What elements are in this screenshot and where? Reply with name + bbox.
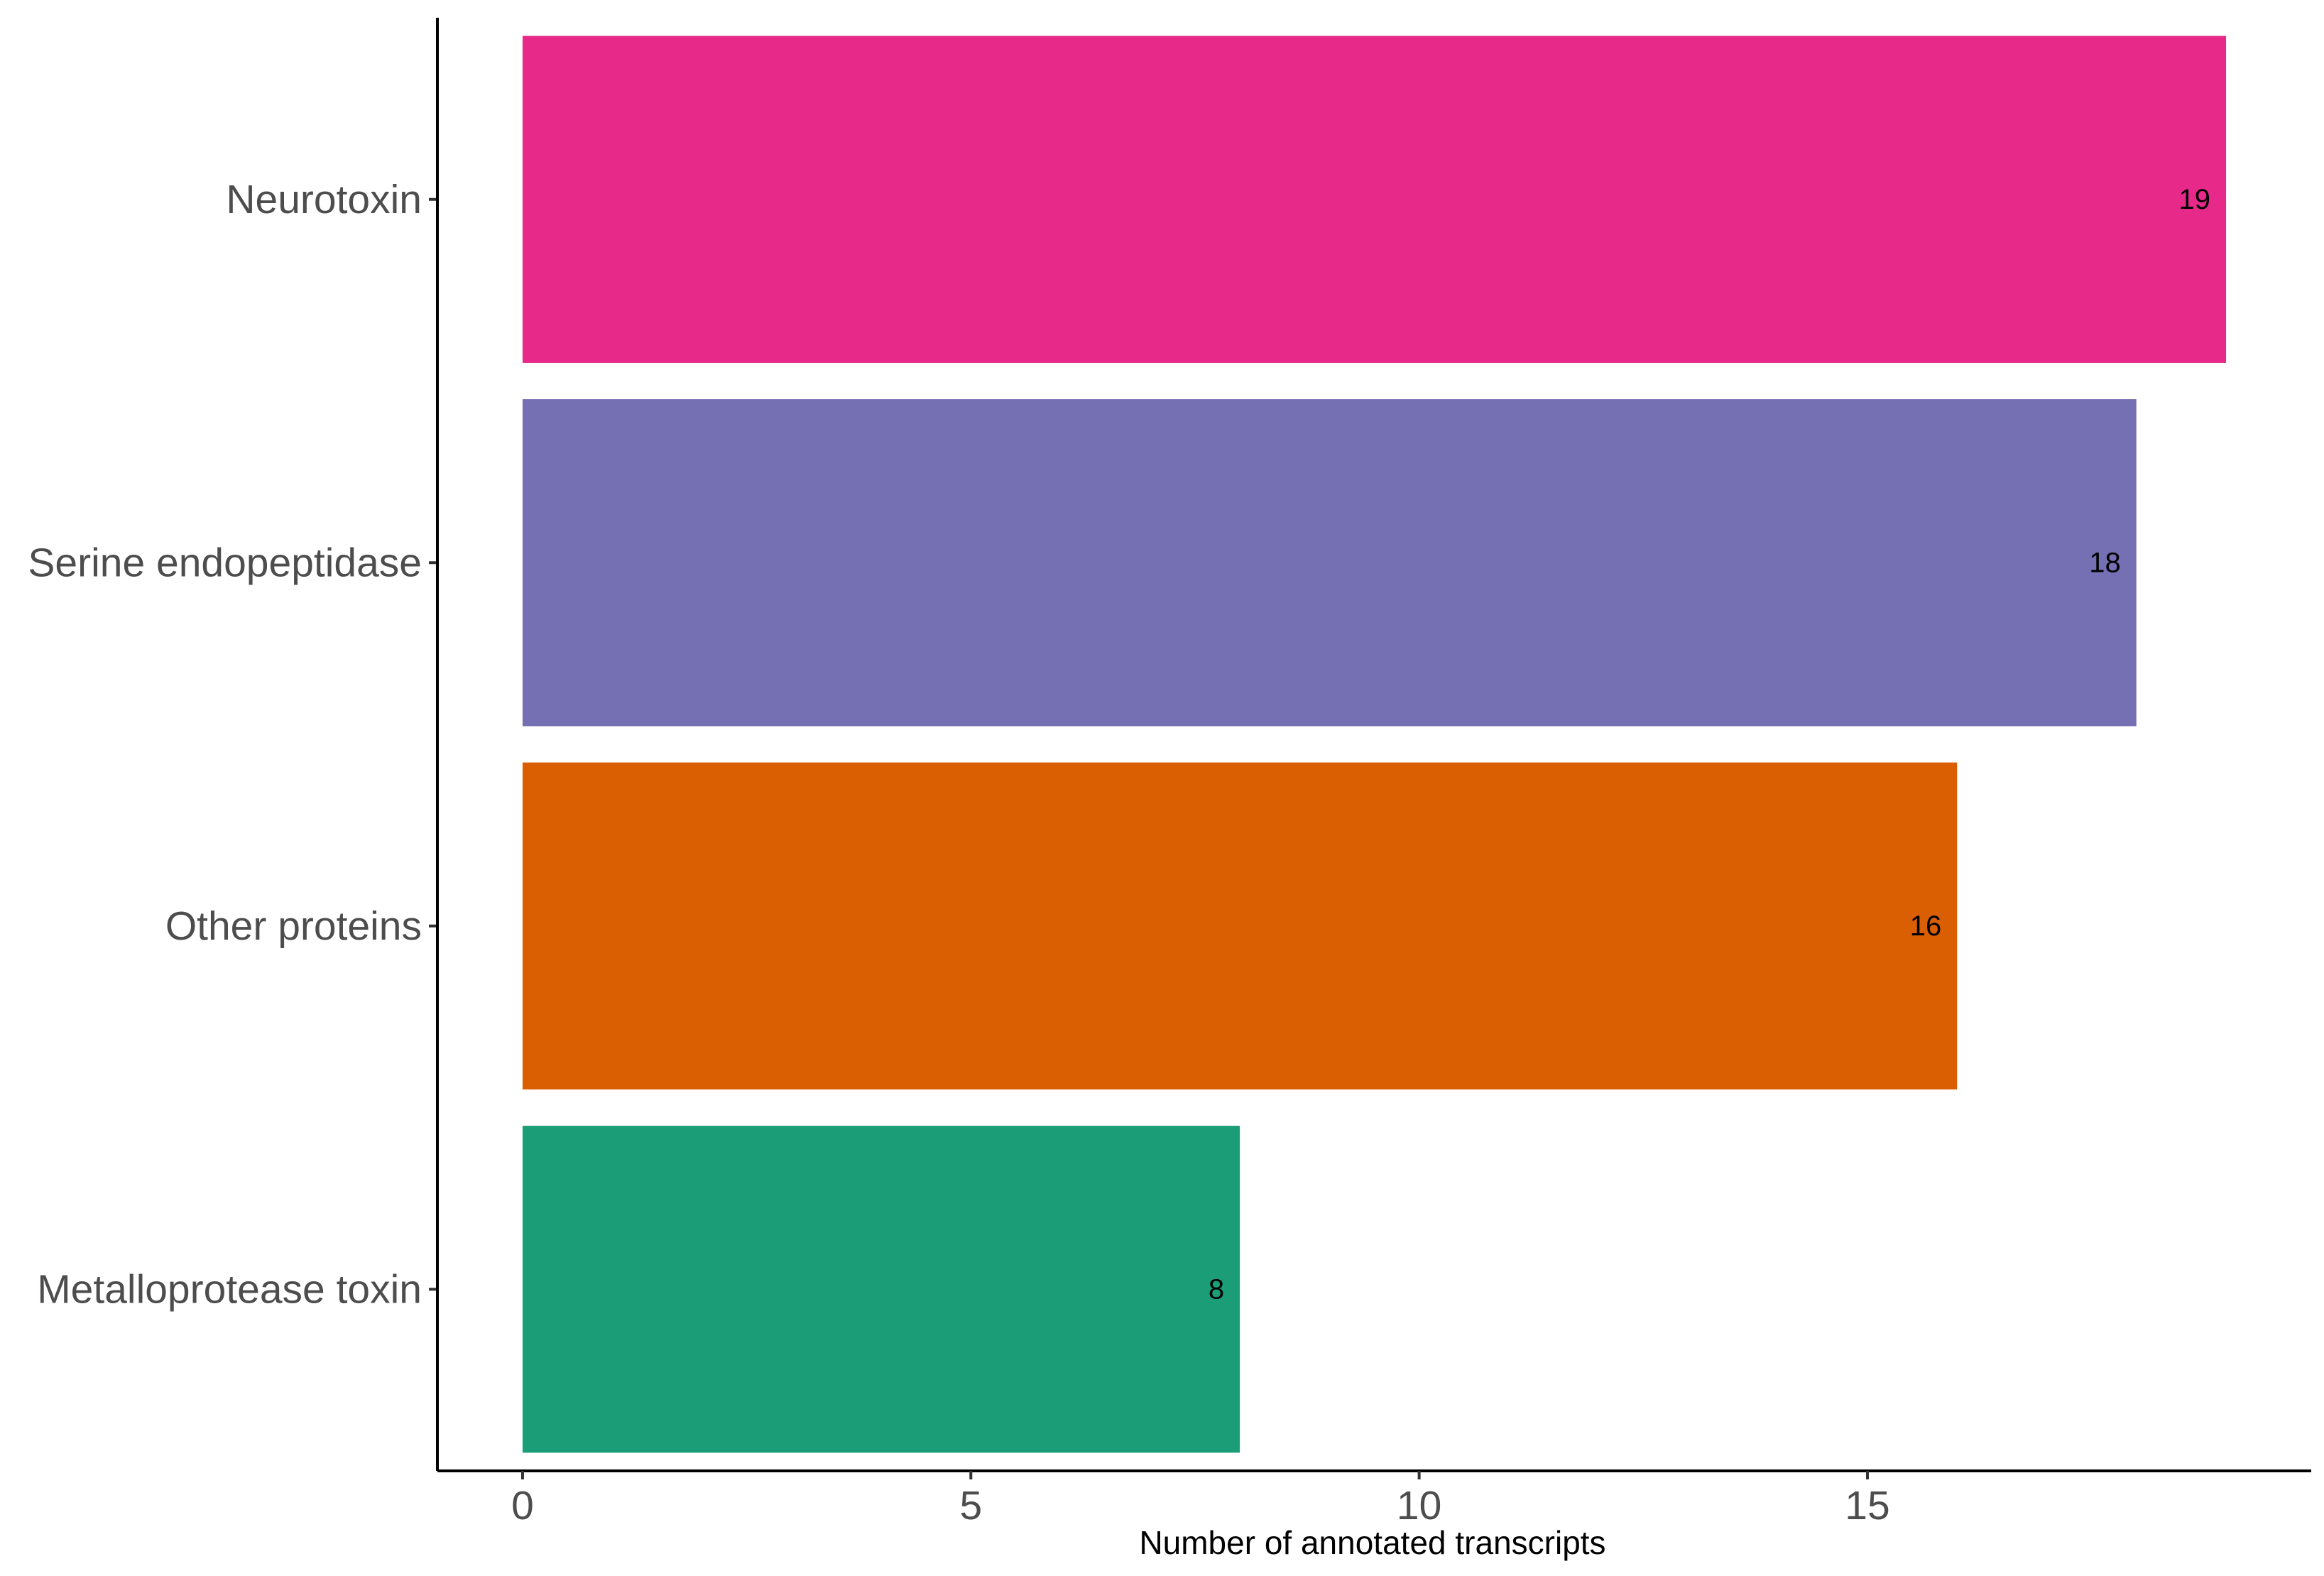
x-tick-label-15: 15 xyxy=(1845,1483,1889,1528)
data-label-serine-endopeptidase: 18 xyxy=(2089,547,2121,578)
axes-layer: Neurotoxin Serine endopeptidase Other prot… xyxy=(28,18,2311,1528)
data-labels-layer: 19 18 16 8 xyxy=(1209,184,2210,1305)
x-tick-label-5: 5 xyxy=(959,1483,982,1528)
y-tick-label-serine-endopeptidase: Serine endopeptidase xyxy=(28,540,422,585)
bar-serine-endopeptidase xyxy=(522,399,2137,727)
bar-neurotoxin xyxy=(522,36,2227,363)
y-tick-label-neurotoxin: Neurotoxin xyxy=(226,177,422,222)
data-label-other-proteins: 16 xyxy=(1910,911,1942,942)
bar-metalloprotease-toxin xyxy=(522,1126,1240,1453)
data-label-neurotoxin: 19 xyxy=(2179,184,2211,215)
data-label-metalloprotease-toxin: 8 xyxy=(1209,1273,1224,1305)
bars-layer xyxy=(522,36,2227,1453)
x-tick-label-10: 10 xyxy=(1397,1483,1441,1528)
y-tick-label-other-proteins: Other proteins xyxy=(165,903,422,949)
x-tick-label-0: 0 xyxy=(511,1483,534,1528)
y-tick-label-metalloprotease-toxin: Metalloprotease toxin xyxy=(37,1266,422,1312)
bar-other-proteins xyxy=(522,762,1958,1089)
x-axis-title: Number of annotated transcripts xyxy=(1139,1524,1605,1561)
